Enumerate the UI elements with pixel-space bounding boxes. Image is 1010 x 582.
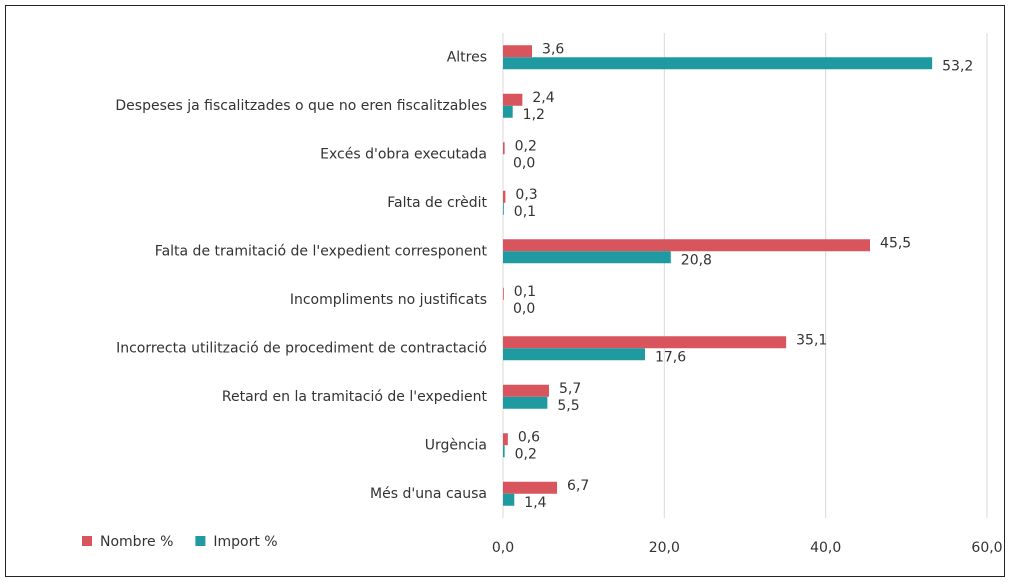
value-label: 5,7	[559, 381, 581, 397]
y-tick-label: Despeses ja fiscalitzades o que no eren …	[115, 98, 487, 114]
bar	[503, 336, 787, 349]
value-label: 0,1	[514, 204, 536, 220]
value-label: 53,2	[942, 58, 973, 74]
y-tick-label: Falta de tramitació de l'expedient corre…	[155, 243, 488, 259]
value-label: 1,2	[523, 107, 545, 123]
value-label: 0,0	[513, 155, 535, 171]
value-label: 0,6	[518, 429, 540, 445]
bar	[503, 190, 506, 203]
value-label: 0,1	[514, 284, 536, 300]
value-label: 35,1	[796, 332, 827, 348]
bar	[503, 287, 504, 300]
legend-label: Import %	[213, 534, 277, 550]
value-label: 3,6	[542, 41, 564, 57]
value-label: 20,8	[681, 252, 712, 268]
value-label: 2,4	[532, 90, 554, 106]
bar	[503, 45, 533, 58]
value-label: 45,5	[880, 235, 911, 251]
value-label: 17,6	[655, 349, 686, 365]
y-tick-label: Incompliments no justificats	[290, 292, 487, 308]
value-label: 0,2	[515, 446, 537, 462]
bar	[503, 142, 505, 155]
y-tick-label: Retard en la tramitació de l'expedient	[222, 389, 488, 405]
value-label: 5,5	[557, 398, 579, 414]
y-tick-label: Excés d'obra executada	[320, 146, 487, 162]
legend-swatch	[195, 536, 206, 546]
bar	[503, 396, 548, 409]
value-label: 0,0	[513, 301, 535, 317]
legend-label: Nombre %	[100, 534, 173, 550]
y-tick-label: Incorrecta utilització de procediment de…	[116, 340, 487, 356]
x-tick-label: 0,0	[492, 540, 514, 556]
bar	[503, 348, 645, 361]
bar	[503, 433, 508, 446]
value-label: 1,4	[524, 495, 546, 511]
y-tick-label: Altres	[447, 49, 487, 65]
y-tick-label: Urgència	[425, 437, 487, 453]
bar	[503, 239, 871, 252]
bar	[503, 445, 505, 458]
x-tick-label: 20,0	[649, 540, 680, 556]
bar	[503, 202, 504, 215]
x-tick-label: 60,0	[971, 540, 1002, 556]
bar	[503, 493, 515, 506]
bar	[503, 93, 523, 106]
bar	[503, 251, 671, 264]
bar	[503, 57, 933, 70]
x-tick-label: 40,0	[810, 540, 841, 556]
bar	[503, 481, 558, 494]
bar	[503, 105, 513, 118]
value-label: 0,3	[515, 187, 537, 203]
y-tick-label: Més d'una causa	[370, 486, 487, 502]
legend-swatch	[82, 536, 92, 546]
value-label: 0,2	[515, 138, 537, 154]
bar	[503, 384, 549, 397]
value-label: 6,7	[567, 478, 589, 494]
y-tick-label: Falta de crèdit	[387, 195, 487, 211]
